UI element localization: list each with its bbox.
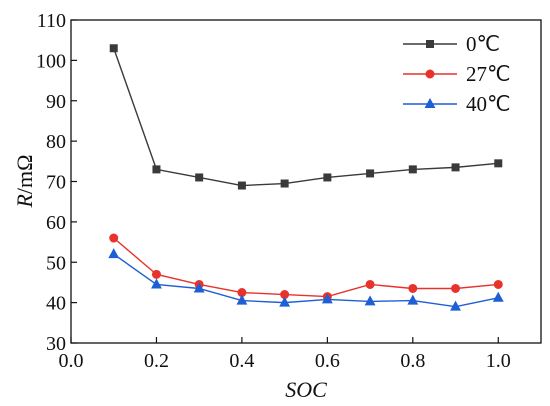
data-point [108, 248, 120, 259]
y-axis-title-symbol: R [12, 194, 37, 209]
data-point [451, 283, 461, 293]
series-3 [108, 248, 504, 311]
x-axis-title: SOC [285, 377, 327, 402]
data-point [236, 294, 248, 305]
legend-label: 40℃ [466, 92, 511, 116]
data-point [408, 283, 418, 293]
y-axis-title-unit: /mΩ [12, 154, 37, 194]
series-line [113, 237, 499, 298]
data-point [364, 295, 376, 306]
data-point [366, 169, 375, 178]
data-point [493, 279, 503, 289]
y-tick-label: 60 [46, 212, 66, 234]
y-tick-label: 100 [36, 50, 66, 72]
legend-item: 40℃ [403, 92, 511, 116]
series-1 [109, 44, 503, 190]
x-tick-label: 0.4 [229, 350, 254, 372]
data-point [109, 233, 119, 243]
legend-label: 27℃ [466, 62, 511, 86]
x-tick-label: 0.0 [59, 350, 84, 372]
series-line [113, 48, 499, 187]
y-axis-title: R/mΩ [12, 154, 37, 208]
x-tick-label: 0.6 [315, 350, 340, 372]
data-point [279, 296, 291, 307]
series-2 [109, 233, 503, 302]
x-tick-label: 1.0 [486, 350, 511, 372]
data-point [408, 165, 417, 174]
axis-ticks: 0.0 0.2 0.4 0.6 0.8 1.0 30 40 50 60 70 80 90 100 110 [36, 10, 511, 372]
y-tick-label: 90 [46, 91, 66, 113]
x-tick-label: 0.2 [144, 350, 169, 372]
data-point [492, 291, 504, 302]
legend-label: 0℃ [466, 32, 500, 56]
data-point [237, 181, 246, 190]
legend-marker [425, 69, 435, 79]
data-point [494, 159, 503, 168]
data-point [280, 179, 289, 188]
data-point [407, 294, 419, 305]
y-tick-label: 30 [46, 333, 66, 355]
x-tick-label: 0.8 [400, 350, 425, 372]
series-line [113, 253, 499, 308]
y-tick-label: 40 [46, 293, 66, 315]
data-point [109, 44, 118, 53]
data-point [451, 163, 460, 172]
data-point [365, 279, 375, 289]
data-point [151, 269, 161, 279]
data-point [321, 293, 333, 304]
data-point [195, 173, 204, 182]
y-tick-label: 50 [46, 252, 66, 274]
legend-item: 0℃ [403, 32, 500, 56]
series-layer [108, 44, 504, 311]
data-point [450, 300, 461, 311]
legend-item: 27℃ [403, 62, 511, 86]
legend-marker [424, 97, 436, 108]
data-point [323, 173, 332, 182]
y-tick-label: 110 [37, 10, 66, 32]
y-tick-label: 70 [46, 172, 66, 194]
data-point [151, 278, 162, 289]
data-point [152, 165, 161, 174]
data-point [193, 282, 205, 293]
legend: 0℃ 27℃ 40℃ [403, 32, 511, 116]
legend-marker [426, 40, 434, 48]
y-tick-label: 80 [46, 131, 66, 153]
